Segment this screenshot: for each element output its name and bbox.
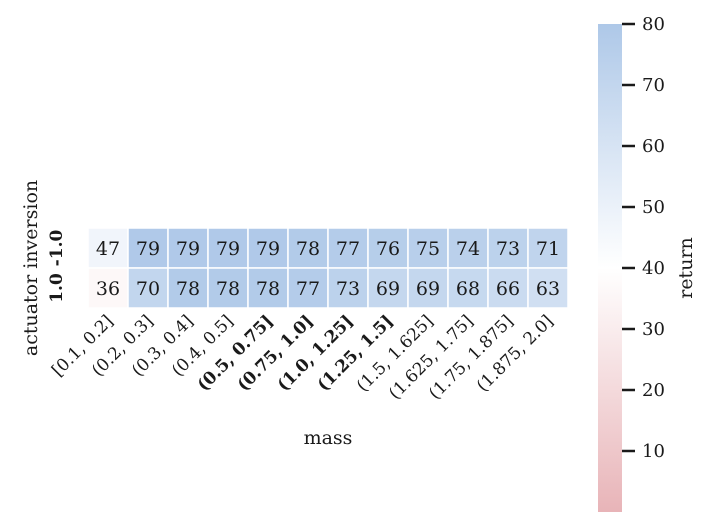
colorbar-tick-label: 50: [642, 197, 665, 218]
heatmap-cell: [247, 267, 289, 309]
cell-value-label: 63: [536, 278, 560, 300]
heatmap-cell: [447, 227, 489, 269]
colorbar-tick-label: 30: [642, 319, 665, 340]
heatmap-cell: [87, 267, 129, 309]
cell-value-label: 78: [216, 278, 240, 300]
cell-value-label: 47: [96, 238, 120, 260]
cell-value-label: 79: [176, 238, 200, 260]
cell-value-label: 73: [496, 238, 520, 260]
colorbar-tick-label: 70: [642, 75, 665, 96]
colorbar-tick-label: 60: [642, 136, 665, 157]
cell-value-label: 79: [216, 238, 240, 260]
cell-value-label: 78: [296, 238, 320, 260]
heatmap-cell: [127, 267, 169, 309]
heatmap-cell: [287, 227, 329, 269]
cell-value-label: 36: [96, 278, 120, 300]
cell-value-label: 66: [496, 278, 520, 300]
y-tick-label: -1.0: [47, 230, 67, 267]
heatmap-cell: [447, 267, 489, 309]
y-tick-label: 1.0: [47, 273, 67, 303]
heatmap-cell: [487, 267, 529, 309]
cell-value-label: 79: [136, 238, 160, 260]
cell-value-label: 76: [376, 238, 400, 260]
heatmap-cell: [207, 267, 249, 309]
heatmap-cell: [87, 227, 129, 269]
colorbar-tick-label: 10: [642, 441, 665, 462]
cell-value-label: 70: [136, 278, 160, 300]
cell-value-label: 69: [416, 278, 440, 300]
cell-value-label: 79: [256, 238, 280, 260]
colorbar-tick-label: 20: [642, 380, 665, 401]
cell-value-label: 78: [256, 278, 280, 300]
y-tick-labels: -1.0 1.0: [47, 230, 67, 303]
cell-value-label: 69: [376, 278, 400, 300]
colorbar-tick-label: 80: [642, 14, 665, 35]
heatmap-cell: [527, 267, 569, 309]
heatmap-cell: [527, 227, 569, 269]
cell-value-label: 78: [176, 278, 200, 300]
heatmap-cell: [367, 227, 409, 269]
cell-value-label: 75: [416, 238, 440, 260]
colorbar: [598, 24, 622, 512]
cell-value-label: 77: [336, 238, 360, 260]
cell-value-label: 73: [336, 278, 360, 300]
colorbar-label: return: [675, 237, 697, 299]
y-axis-label: actuator inversion: [20, 180, 42, 356]
x-axis-label: mass: [304, 427, 353, 449]
heatmap-cell: [327, 267, 369, 309]
heatmap-cell: [367, 267, 409, 309]
cell-value-label: 77: [296, 278, 320, 300]
cell-value-label: 74: [456, 238, 480, 260]
cell-value-label: 68: [456, 278, 480, 300]
cell-value-label: 71: [536, 238, 560, 260]
x-tick-labels: [0.1, 0.2](0.2, 0.3](0.3, 0.4](0.4, 0.5]…: [48, 311, 557, 403]
heatmap-cell: [407, 267, 449, 309]
heatmap-cells: 47 79 79 79 79 78 77 76 75 74 73 71 36 70 78 78 78 77 73 69…: [87, 227, 569, 309]
colorbar-ticks: 10 20 30 40 50 60 70 80: [622, 14, 665, 462]
colorbar-tick-label: 40: [642, 258, 665, 279]
